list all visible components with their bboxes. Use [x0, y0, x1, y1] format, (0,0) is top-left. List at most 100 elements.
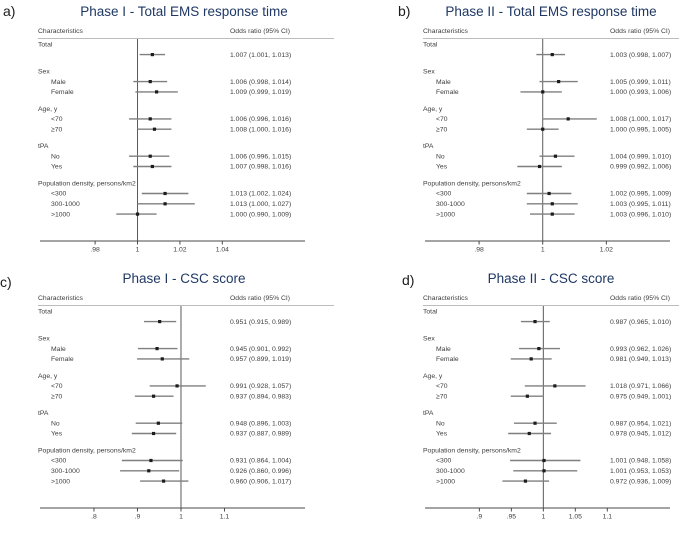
row-label: <70: [51, 116, 63, 123]
odds-ratio-text: 1.003 (0.998, 1.007): [610, 52, 671, 59]
group-label: Total: [38, 42, 53, 49]
odds-ratio-text: 1.006 (0.996, 1.015): [230, 153, 291, 160]
odds-ratio-text: 0.945 (0.901, 0.992): [230, 346, 291, 353]
row-label: Female: [436, 89, 459, 96]
panel-title: Phase I - CSC score: [122, 271, 245, 286]
point-estimate-marker: [550, 212, 554, 216]
panel-title: Phase II - Total EMS response time: [445, 4, 656, 19]
x-axis-tick-label: .98: [90, 247, 100, 254]
point-estimate-marker: [149, 458, 153, 463]
panel-title: Phase II - CSC score: [488, 271, 615, 286]
odds-ratio-text: 0.975 (0.949, 1.001): [610, 393, 671, 400]
group-label: Total: [423, 42, 438, 49]
forest-plot-svg-c: Phase I - CSC score Characteristics Odds r…: [38, 271, 334, 521]
forest-plot-svg-a: Phase I - Total EMS response time Charact…: [38, 4, 334, 254]
point-estimate-marker: [550, 53, 554, 57]
x-axis-tick-label: .98: [474, 247, 484, 254]
group-label: tPA: [38, 143, 49, 150]
odds-ratio-text: 1.000 (0.993, 1.006): [610, 89, 671, 96]
row-label: No: [436, 153, 445, 160]
odds-ratio-text: 0.948 (0.896, 1.003): [230, 420, 291, 427]
x-axis-tick-label: 1: [541, 247, 545, 254]
panel-d: d) Phase II - CSC score Characteristics Od…: [343, 267, 685, 533]
point-estimate-marker: [525, 394, 529, 398]
col-header-odds-ratio: Odds ratio (95% CI): [610, 295, 670, 302]
group-label: Age, y: [423, 106, 443, 113]
row-label: 300-1000: [436, 201, 465, 208]
row-label: Yes: [436, 431, 448, 438]
point-estimate-marker: [158, 320, 162, 324]
panel-label-b: b): [398, 3, 411, 19]
point-estimate-marker: [566, 117, 570, 121]
col-header-characteristics: Characteristics: [38, 295, 84, 302]
row-label: ≥70: [436, 393, 448, 400]
row-label: <70: [51, 383, 63, 390]
x-axis-tick-label: .8: [91, 514, 97, 521]
col-header-characteristics: Characteristics: [38, 28, 84, 35]
odds-ratio-text: 0.972 (0.936, 1.009): [610, 478, 671, 485]
odds-ratio-text: 1.000 (0.990, 1.009): [230, 211, 291, 218]
x-axis-tick-label: 1.05: [569, 514, 582, 521]
point-estimate-marker: [542, 469, 546, 473]
row-label: ≥70: [51, 393, 63, 400]
point-estimate-marker: [557, 80, 561, 84]
point-estimate-marker: [148, 117, 152, 121]
row-label: <70: [436, 383, 448, 390]
panel-title: Phase I - Total EMS response time: [80, 4, 288, 19]
odds-ratio-text: 0.981 (0.949, 1.013): [610, 356, 671, 363]
group-label: tPA: [423, 143, 434, 150]
odds-ratio-text: 1.000 (0.995, 1.005): [610, 126, 671, 133]
odds-ratio-text: 1.005 (0.999, 1.011): [610, 79, 671, 86]
row-label: >1000: [51, 478, 70, 485]
row-label: Female: [436, 356, 459, 363]
col-header-odds-ratio: Odds ratio (95% CI): [230, 28, 290, 35]
point-estimate-marker: [537, 164, 542, 169]
panel-a: a) Phase I - Total EMS response time Char…: [0, 0, 342, 266]
odds-ratio-text: 1.003 (0.996, 1.010): [610, 211, 671, 218]
x-axis-tick-label: 1.02: [173, 247, 186, 254]
odds-ratio-text: 0.937 (0.894, 0.983): [230, 393, 291, 400]
x-axis-tick-label: 1.02: [600, 247, 613, 254]
odds-ratio-text: 1.004 (0.999, 1.010): [610, 153, 671, 160]
panel-b: b) Phase II - Total EMS response time Cha…: [343, 0, 685, 266]
odds-ratio-text: 0.978 (0.945, 1.012): [610, 431, 671, 438]
row-label: <300: [51, 458, 67, 465]
point-estimate-marker: [150, 53, 154, 57]
odds-ratio-text: 0.951 (0.915, 0.989): [230, 319, 291, 326]
x-axis-tick-label: 1: [541, 514, 545, 521]
point-estimate-marker: [160, 357, 164, 361]
point-estimate-marker: [152, 127, 157, 131]
row-label: ≥70: [51, 126, 63, 133]
panel-c: c) Phase I - CSC score Characteristics Odd…: [0, 267, 342, 533]
panel-label-d: d): [402, 272, 415, 288]
point-estimate-marker: [155, 90, 159, 94]
odds-ratio-text: 0.987 (0.965, 1.010): [610, 319, 671, 326]
row-label: Yes: [436, 164, 448, 171]
row-label: >1000: [51, 211, 70, 218]
row-label: No: [51, 420, 60, 427]
point-estimate-marker: [523, 479, 528, 483]
row-label: Male: [436, 79, 451, 86]
col-header-odds-ratio: Odds ratio (95% CI): [610, 28, 670, 35]
odds-ratio-text: 0.960 (0.906, 1.017): [230, 478, 291, 485]
x-axis-tick-label: .9: [477, 514, 483, 521]
point-estimate-marker: [547, 191, 551, 196]
point-estimate-marker: [147, 469, 151, 473]
odds-ratio-text: 1.007 (1.001, 1.013): [230, 52, 291, 59]
group-label: tPA: [423, 410, 434, 417]
group-label: Total: [423, 309, 438, 316]
odds-ratio-text: 1.006 (0.996, 1.016): [230, 116, 291, 123]
group-label: Age, y: [38, 106, 58, 113]
row-label: No: [51, 153, 60, 160]
odds-ratio-text: 1.002 (0.995, 1.009): [610, 191, 671, 198]
forest-plot-svg-b: Phase II - Total EMS response time Charac…: [423, 4, 679, 254]
x-axis-tick-label: 1.04: [216, 247, 229, 254]
group-label: Age, y: [38, 373, 58, 380]
odds-ratio-text: 1.001 (0.953, 1.053): [610, 468, 671, 475]
group-label: Population density, persons/km2: [38, 447, 136, 454]
point-estimate-marker: [150, 164, 154, 169]
point-estimate-marker: [542, 458, 546, 463]
odds-ratio-text: 0.926 (0.860, 0.996): [230, 468, 291, 475]
row-label: <300: [436, 458, 452, 465]
row-label: ≥70: [436, 126, 448, 133]
